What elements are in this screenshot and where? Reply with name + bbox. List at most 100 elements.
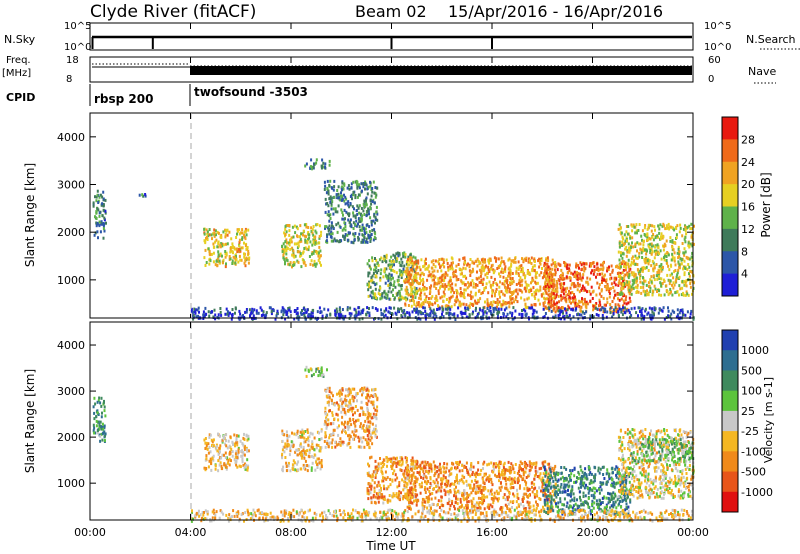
data-cell xyxy=(398,463,401,467)
data-cell xyxy=(374,495,377,499)
data-cell xyxy=(307,443,310,447)
data-cell xyxy=(364,180,367,184)
data-cell xyxy=(618,279,621,283)
data-cell xyxy=(653,278,656,282)
data-cell xyxy=(386,487,389,491)
data-cell xyxy=(426,487,429,491)
data-cell xyxy=(437,292,440,296)
data-cell xyxy=(281,429,284,433)
data-cell xyxy=(615,265,617,269)
data-cell xyxy=(404,253,407,257)
data-cell xyxy=(455,289,458,292)
data-cell xyxy=(205,441,208,445)
data-cell xyxy=(212,458,215,462)
data-cell xyxy=(326,386,329,390)
data-cell xyxy=(288,308,290,312)
data-cell xyxy=(350,312,353,316)
data-cell xyxy=(589,292,592,296)
data-cell xyxy=(216,230,219,234)
data-cell xyxy=(309,240,312,244)
data-cell xyxy=(471,267,474,271)
data-cell xyxy=(677,256,680,260)
data-cell xyxy=(330,239,333,243)
data-cell xyxy=(210,310,213,314)
data-cell xyxy=(369,294,372,298)
data-cell xyxy=(363,213,366,216)
data-cell xyxy=(480,281,483,284)
data-cell xyxy=(303,223,306,227)
data-cell xyxy=(520,475,523,479)
data-cell xyxy=(144,193,147,196)
data-cell xyxy=(327,418,330,422)
data-cell xyxy=(543,274,546,278)
data-cell xyxy=(295,225,298,229)
data-cell xyxy=(324,433,327,437)
data-cell xyxy=(361,214,364,218)
data-cell xyxy=(484,300,486,304)
data-cell xyxy=(400,463,403,467)
data-cell xyxy=(577,284,580,288)
data-cell xyxy=(374,473,377,477)
data-cell xyxy=(626,239,628,243)
data-cell xyxy=(247,434,250,438)
data-cell xyxy=(499,280,501,284)
data-cell xyxy=(472,282,475,286)
data-cell xyxy=(673,259,676,263)
data-cell xyxy=(451,267,454,271)
data-cell xyxy=(617,266,620,269)
data-cell xyxy=(662,248,665,252)
data-cell xyxy=(614,283,617,287)
data-cell xyxy=(416,477,419,481)
data-cell xyxy=(330,207,333,211)
data-cell xyxy=(397,275,400,279)
data-cell xyxy=(357,222,359,226)
data-cell xyxy=(390,277,393,281)
data-cell xyxy=(412,276,415,280)
data-cell xyxy=(524,305,527,309)
data-cell xyxy=(679,257,682,261)
data-cell xyxy=(407,263,410,267)
data-cell xyxy=(470,507,473,511)
data-cell xyxy=(412,255,415,259)
data-cell xyxy=(293,461,296,465)
data-cell xyxy=(312,225,315,228)
data-cell xyxy=(332,207,335,211)
data-cell xyxy=(453,312,456,316)
data-cell xyxy=(368,314,371,317)
data-cell xyxy=(690,309,693,313)
data-cell xyxy=(549,267,552,271)
data-cell xyxy=(569,276,572,280)
data-cell xyxy=(630,307,633,311)
data-cell xyxy=(240,246,243,250)
data-cell xyxy=(414,291,416,295)
data-cell xyxy=(367,282,370,286)
data-cell xyxy=(327,400,330,404)
data-cell xyxy=(304,430,307,433)
data-cell xyxy=(462,274,465,278)
data-cell xyxy=(434,265,437,269)
data-cell xyxy=(214,263,217,267)
data-cell xyxy=(293,432,296,436)
data-cell xyxy=(363,236,366,240)
data-cell xyxy=(96,189,99,193)
data-cell xyxy=(515,295,518,299)
data-cell xyxy=(296,448,299,452)
data-cell xyxy=(283,310,286,314)
data-cell xyxy=(367,209,370,213)
data-cell xyxy=(497,303,500,306)
data-cell xyxy=(620,297,623,301)
data-cell xyxy=(614,303,617,307)
data-cell xyxy=(508,266,511,270)
data-cell xyxy=(530,262,533,265)
data-cell xyxy=(314,229,317,233)
data-cell xyxy=(599,303,602,307)
data-cell xyxy=(369,420,372,424)
data-cell xyxy=(458,258,461,262)
data-cell xyxy=(491,303,494,307)
data-cell xyxy=(681,234,684,238)
data-cell xyxy=(410,478,413,482)
data-cell xyxy=(329,409,331,413)
data-cell xyxy=(563,277,566,281)
data-cell xyxy=(367,462,369,466)
data-cell xyxy=(633,225,636,229)
